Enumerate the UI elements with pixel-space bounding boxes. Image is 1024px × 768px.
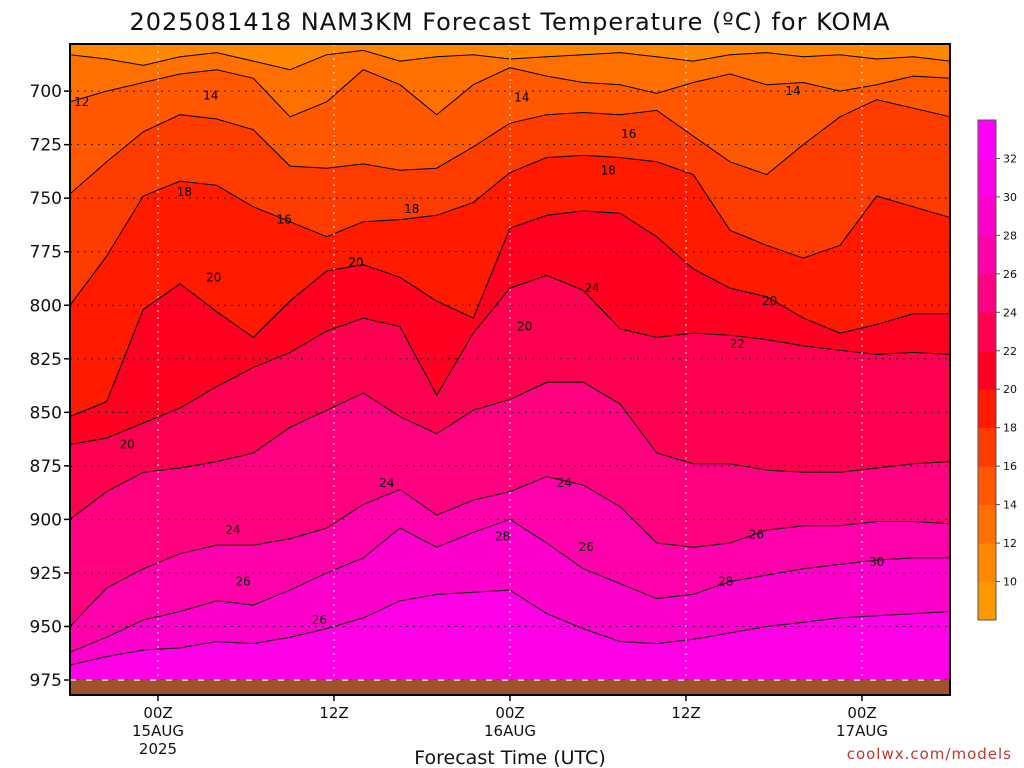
x-tick-label: 00Z — [847, 704, 876, 722]
contour-label: 16 — [621, 127, 636, 141]
contour-label: 26 — [579, 540, 594, 554]
contour-label-layer: 12 14 14 14 16 16 18 18 18 20 20 20 20 20 22 24 24 24 24 26… — [74, 84, 884, 627]
x-tick-label: 12Z — [671, 704, 700, 722]
isotherm-22 — [70, 274, 950, 445]
colorbar-swatch — [978, 196, 996, 236]
contour-label: 20 — [517, 320, 532, 334]
contour-label: 14 — [785, 84, 800, 98]
contour-label: 14 — [203, 88, 218, 102]
y-tick-label: 700 — [30, 82, 62, 102]
contour-label: 24 — [379, 476, 394, 490]
contour-label: 26 — [235, 575, 250, 589]
colorbar-swatch — [978, 235, 996, 275]
isotherm-16 — [70, 99, 950, 195]
y-tick-label: 875 — [30, 457, 62, 477]
contour-label: 18 — [601, 163, 616, 177]
chart-title: 2025081418 NAM3KM Forecast Temperature (… — [129, 8, 890, 36]
x-tick-label: 16AUG — [484, 722, 536, 740]
x-tick-label: 17AUG — [836, 722, 888, 740]
contour-label: 18 — [404, 202, 419, 216]
contour-label: 28 — [718, 575, 733, 589]
contour-label: 24 — [225, 523, 240, 537]
y-axis: 700 725 750 775 800 825 850 875 900 925 950 975 — [30, 82, 70, 691]
x-tick-label: 00Z — [143, 704, 172, 722]
isotherm-18 — [70, 154, 950, 306]
colorbar: 10 12 14 16 18 20 22 24 26 28 30 32 — [977, 119, 1017, 621]
y-tick-label: 950 — [30, 617, 62, 637]
colorbar-tick-label: 14 — [1003, 499, 1017, 512]
contour-label: 24 — [584, 281, 599, 295]
colorbar-tick-label: 20 — [1003, 383, 1017, 396]
contour-label: 12 — [74, 95, 89, 109]
isotherm-26 — [70, 476, 950, 627]
colorbar-tick-label: 16 — [1003, 460, 1017, 473]
y-tick-label: 975 — [30, 671, 62, 691]
x-tick-label: 15AUG — [132, 722, 184, 740]
colorbar-swatch — [978, 427, 996, 467]
colorbar-tick-label: 24 — [1003, 306, 1017, 319]
contour-label: 24 — [557, 476, 572, 490]
credit-text: coolwx.com/models — [847, 745, 1012, 763]
y-tick-label: 900 — [30, 510, 62, 530]
colorbar-tick-label: 12 — [1003, 537, 1017, 550]
colorbar-tick-label: 32 — [1003, 152, 1017, 165]
y-tick-label: 750 — [30, 189, 62, 209]
x-tick-label: 2025 — [139, 740, 177, 758]
colorbar-tick-label: 26 — [1003, 268, 1017, 281]
contour-label: 14 — [514, 91, 529, 105]
colorbar-swatch — [978, 120, 996, 159]
contour-label: 30 — [869, 555, 884, 569]
y-tick-label: 775 — [30, 243, 62, 263]
contour-label: 20 — [120, 437, 135, 451]
isotherm-14 — [70, 67, 950, 118]
colorbar-swatch — [978, 273, 996, 313]
contour-label: 20 — [206, 270, 221, 284]
ground-surface — [70, 680, 950, 695]
contour-label: 20 — [762, 294, 777, 308]
colorbar-swatch — [978, 312, 996, 352]
x-axis-label: Forecast Time (UTC) — [414, 747, 605, 768]
contour-label: 20 — [348, 255, 363, 269]
colorbar-frame — [977, 119, 997, 621]
colorbar-tick-label: 10 — [1003, 576, 1017, 589]
x-tick-label: 12Z — [319, 704, 348, 722]
colorbar-swatch — [978, 581, 996, 621]
colorbar-swatch — [978, 466, 996, 506]
isotherm-28 — [70, 518, 950, 653]
isotherm-line-layer — [70, 49, 950, 666]
colorbar-tick-label: 18 — [1003, 422, 1017, 435]
contour-label: 28 — [495, 530, 510, 544]
colorbar-tick-label: 30 — [1003, 191, 1017, 204]
y-tick-label: 925 — [30, 564, 62, 584]
ground-layer — [70, 679, 950, 695]
contour-label: 22 — [730, 337, 745, 351]
y-tick-label: 800 — [30, 296, 62, 316]
y-tick-label: 825 — [30, 350, 62, 370]
colorbar-swatch — [978, 350, 996, 390]
isotherm-24 — [70, 381, 950, 520]
colorbar-tick-label: 22 — [1003, 345, 1017, 358]
colorbar-tick-label: 28 — [1003, 229, 1017, 242]
y-tick-label: 850 — [30, 403, 62, 423]
contour-label: 16 — [276, 213, 291, 227]
contour-label: 18 — [177, 185, 192, 199]
fill-band-30 — [70, 590, 950, 695]
x-tick-label: 00Z — [495, 704, 524, 722]
colorbar-swatch — [978, 543, 996, 583]
y-tick-label: 725 — [30, 136, 62, 156]
colorbar-swatch — [978, 504, 996, 544]
contour-label: 26 — [749, 527, 764, 541]
colorbar-swatch — [978, 389, 996, 429]
contour-label: 26 — [312, 613, 327, 627]
isotherm-20 — [70, 210, 950, 418]
colorbar-swatch — [978, 158, 996, 198]
